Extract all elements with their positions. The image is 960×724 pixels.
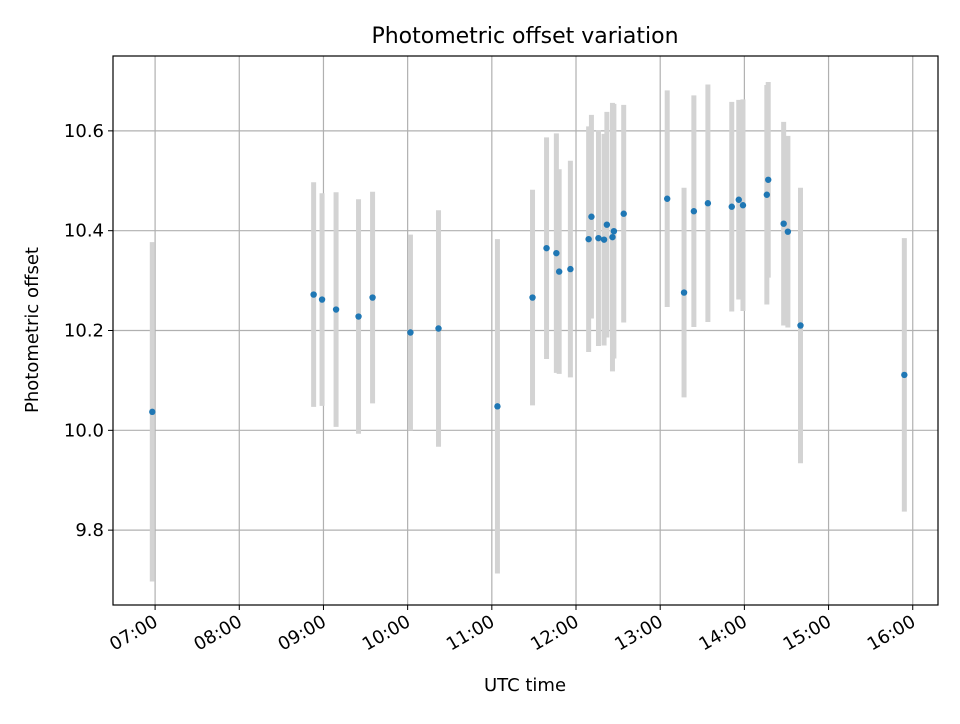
data-point: [369, 294, 376, 301]
x-tick-label: 11:00: [443, 611, 498, 655]
chart-title: Photometric offset variation: [371, 24, 678, 49]
data-point: [553, 249, 560, 257]
x-tick-label: 09:00: [275, 611, 330, 655]
data-point: [567, 265, 574, 273]
data-point: [780, 220, 787, 227]
data-point: [494, 403, 501, 410]
x-tick-label: 15:00: [780, 611, 835, 655]
data-point: [609, 233, 616, 241]
data-point: [610, 227, 618, 235]
data-point: [784, 228, 792, 235]
y-tick-label: 10.4: [64, 221, 104, 242]
x-tick-label: 07:00: [106, 611, 161, 655]
data-point: [318, 296, 326, 303]
y-tick-label: 9.8: [75, 520, 104, 541]
y-axis-ticks: 9.8 10.0 10.2 10.4 10.6: [64, 121, 113, 541]
data-point: [543, 244, 550, 252]
x-tick-label: 10:00: [359, 611, 414, 655]
x-tick-label: 12:00: [527, 611, 582, 655]
data-point: [735, 196, 742, 203]
y-tick-label: 10.0: [64, 420, 104, 441]
data-point: [435, 325, 442, 332]
x-tick-label: 08:00: [190, 611, 245, 655]
data-point: [664, 195, 671, 202]
data-point: [585, 235, 592, 243]
data-point: [310, 291, 317, 298]
grid: [113, 56, 938, 605]
data-point: [620, 210, 627, 217]
error-bars: [149, 81, 907, 582]
data-point: [588, 213, 595, 220]
data-point: [704, 200, 712, 207]
data-point: [529, 294, 536, 301]
data-point: [407, 329, 414, 336]
y-tick-label: 10.6: [64, 121, 104, 142]
data-point: [763, 191, 771, 198]
data-point: [680, 289, 688, 296]
data-point: [595, 234, 602, 242]
data-point: [690, 208, 698, 215]
x-tick-label: 16:00: [864, 611, 919, 655]
data-point: [555, 268, 563, 275]
x-axis-title: UTC time: [484, 675, 566, 696]
data-point: [901, 371, 908, 379]
data-point: [603, 221, 611, 228]
x-tick-label: 14:00: [695, 611, 750, 655]
data-point: [149, 408, 156, 416]
data-point: [765, 176, 772, 183]
x-tick-label: 13:00: [611, 611, 666, 655]
data-point: [332, 306, 340, 313]
data-point: [797, 322, 804, 329]
data-points: [149, 176, 908, 416]
data-point: [600, 236, 608, 243]
x-axis-ticks: 07:00 08:00 09:00 10:00 11:00 12:00 13:00 14:00…: [106, 605, 919, 655]
y-axis-title: Photometric offset: [22, 247, 43, 413]
data-point: [355, 313, 362, 320]
y-tick-label: 10.2: [64, 321, 104, 342]
data-point: [739, 202, 747, 209]
data-point: [728, 203, 735, 210]
